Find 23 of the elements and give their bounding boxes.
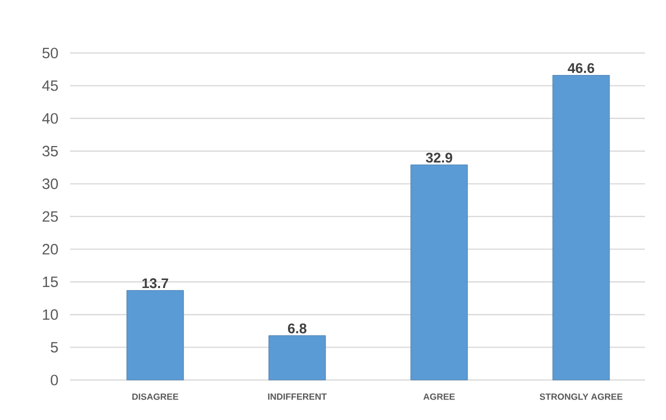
y-tick-label: 50	[42, 48, 58, 58]
data-label: 46.6	[568, 63, 594, 74]
bar	[552, 74, 610, 380]
y-tick-label: 15	[43, 276, 58, 288]
x-tick-label: AGREE	[423, 394, 455, 400]
y-tick-label: 30	[42, 178, 58, 190]
y-tick-label: 25	[42, 211, 58, 222]
x-tick-label: STRONGLY AGREE	[540, 394, 622, 400]
bar	[268, 335, 326, 380]
y-tick-label: 40	[42, 113, 58, 124]
bar	[126, 290, 184, 380]
y-tick-label: 35	[42, 146, 58, 156]
x-tick-label: INDIFFERENT	[268, 394, 327, 400]
y-tick-label: 20	[42, 244, 58, 254]
bar	[410, 164, 468, 380]
data-label: 32.9	[426, 152, 452, 163]
x-tick-label: DISAGREE	[132, 394, 178, 400]
data-label: 6.8	[288, 323, 306, 334]
y-tick-label: 45	[42, 80, 58, 91]
data-label: 13.7	[142, 278, 168, 288]
y-tick-label: 0	[50, 374, 58, 386]
y-tick-label: 10	[43, 309, 58, 320]
y-tick-label: 5	[50, 342, 58, 353]
